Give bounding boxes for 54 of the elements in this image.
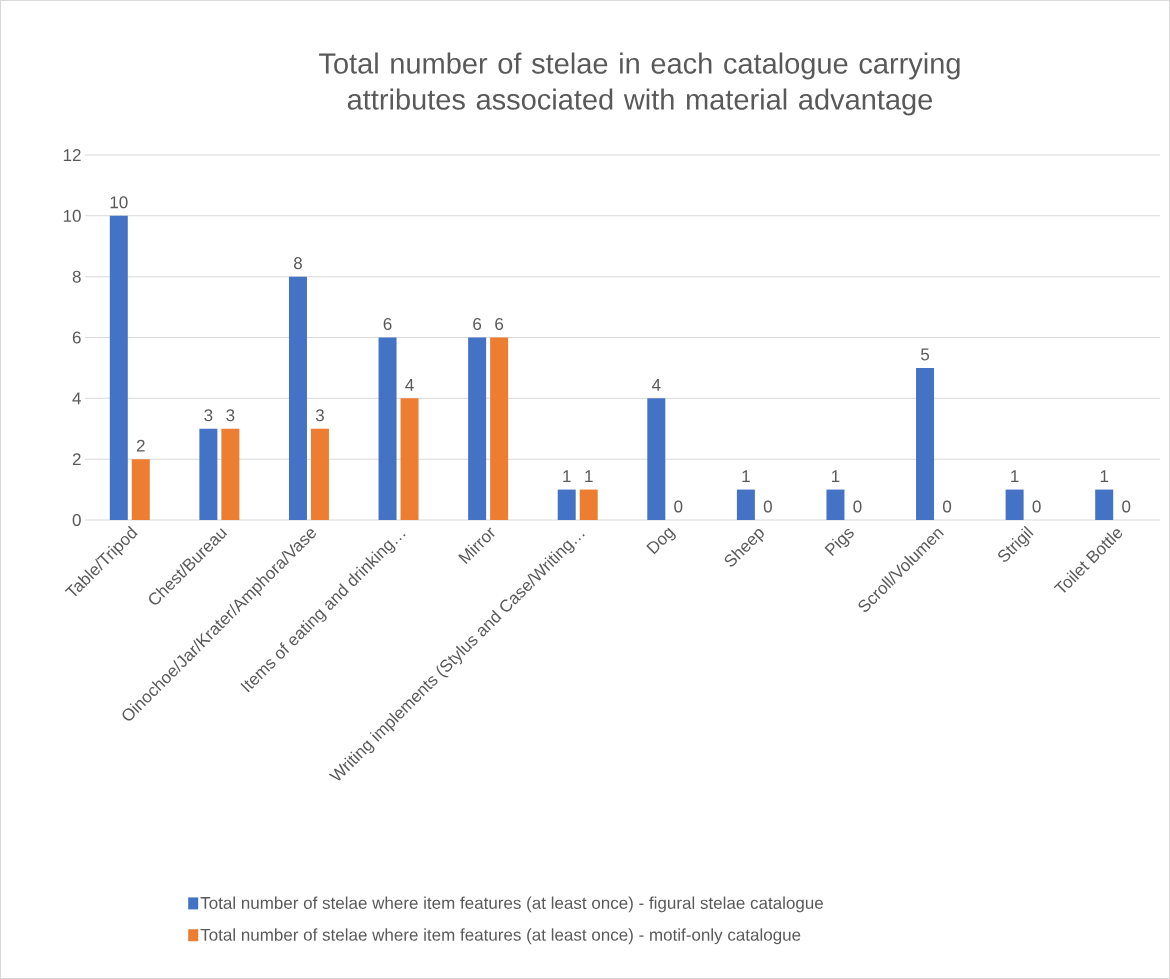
- y-tick-label: 10: [63, 209, 81, 222]
- data-label: 4: [651, 379, 661, 391]
- bar: [579, 489, 598, 520]
- y-tick-label: 12: [63, 149, 81, 161]
- data-label: 6: [495, 317, 504, 330]
- data-label: 8: [293, 257, 302, 270]
- data-label: 4: [405, 379, 414, 391]
- bar: [557, 489, 576, 520]
- data-label: 10: [110, 196, 128, 209]
- data-label: 6: [383, 317, 392, 330]
- data-label: 0: [1032, 500, 1041, 513]
- data-label: 1: [742, 470, 750, 483]
- data-label: 3: [226, 409, 235, 422]
- bar: [221, 428, 240, 520]
- bar: [1095, 489, 1114, 520]
- bar: [468, 337, 487, 520]
- bar: [647, 398, 666, 520]
- y-tick-label: 0: [72, 513, 81, 527]
- data-label: 0: [1122, 500, 1131, 513]
- data-label: 6: [473, 317, 482, 330]
- data-label: 1: [585, 470, 593, 483]
- x-tick-label: Pigs: [824, 528, 854, 557]
- bar: [736, 489, 755, 520]
- bar: [490, 337, 509, 520]
- data-label: 0: [942, 500, 952, 513]
- data-label: 1: [1011, 470, 1019, 483]
- data-label: 1: [563, 470, 571, 483]
- y-tick-label: 4: [72, 392, 81, 405]
- y-tick-label: 2: [72, 453, 81, 466]
- bar: [916, 367, 935, 520]
- legend-label: Total number of stelae where item features (at least once) - motif-only catalogue: [200, 928, 801, 945]
- chart-title: Total number of stelae in each catalogue carrying attributes associated with material advantage: [319, 52, 960, 116]
- bar: [1005, 489, 1024, 520]
- data-label: 0: [853, 500, 862, 513]
- bar: [310, 428, 329, 520]
- bar: [288, 276, 307, 520]
- data-label: 1: [1100, 470, 1109, 483]
- data-label: 1: [832, 470, 840, 483]
- bar: [109, 215, 128, 520]
- data-label: 2: [136, 439, 145, 452]
- data-label: 5: [920, 348, 930, 361]
- bar: [826, 489, 845, 520]
- data-label: 3: [204, 409, 213, 422]
- data-label: 3: [315, 409, 324, 422]
- data-label: 0: [763, 500, 772, 513]
- bar: [378, 337, 397, 520]
- y-tick-label: 8: [72, 270, 81, 283]
- bar: [400, 398, 419, 520]
- bar: [131, 459, 150, 520]
- bar: [199, 428, 218, 520]
- x-tick-label: Dog: [646, 527, 676, 555]
- data-label: 0: [674, 500, 683, 513]
- y-tick-label: 6: [72, 331, 81, 344]
- legend-label: Total number of stelae where item features (at least once) - figural stelae catalogue: [200, 896, 823, 913]
